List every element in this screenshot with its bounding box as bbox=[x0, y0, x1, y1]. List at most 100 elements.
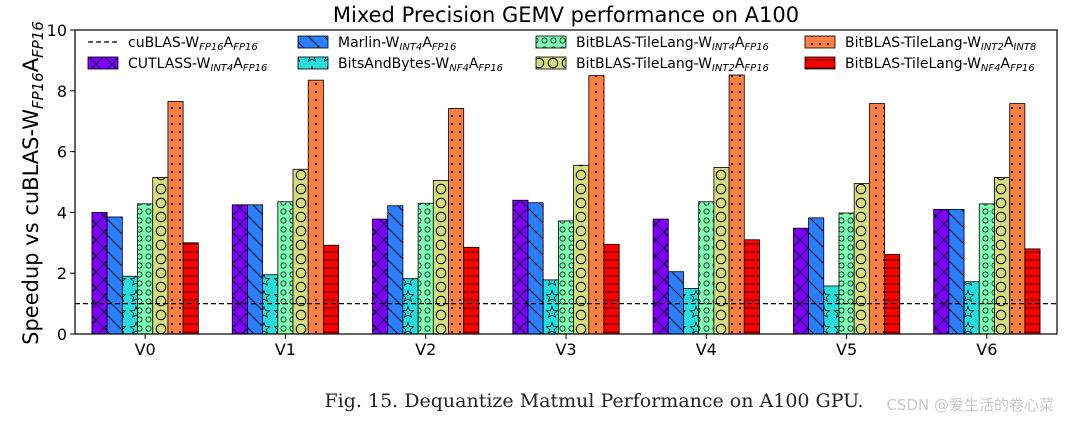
bar-x-v2 bbox=[372, 218, 389, 335]
bar-smallcircle-v4 bbox=[698, 201, 715, 335]
legend-swatch bbox=[87, 56, 119, 70]
legend-label: BitBLAS-TileLang-WINT2AINT8 bbox=[845, 35, 1036, 53]
x-tick-label: V3 bbox=[555, 340, 576, 359]
bar-diag-v0 bbox=[106, 216, 123, 335]
y-axis-label: Speedup vs cuBLAS-WFP16AFP16 bbox=[19, 21, 47, 345]
legend-swatch bbox=[297, 56, 329, 70]
figure-caption-text: Fig. 15. Dequantize Matmul Performance o… bbox=[324, 390, 864, 412]
bar-dot-v4 bbox=[728, 74, 745, 335]
legend-entry: BitBLAS-TileLang-WINT2AFP16 bbox=[535, 56, 769, 74]
bar-group-v2 bbox=[372, 108, 480, 335]
bar-dot-v6 bbox=[1009, 103, 1026, 335]
legend-label: BitBLAS-TileLang-WNF4AFP16 bbox=[845, 56, 1035, 74]
bar-dot-v5 bbox=[868, 103, 885, 335]
bar-group-v3 bbox=[512, 75, 620, 335]
bar-x-v5 bbox=[792, 227, 809, 335]
legend-entry: cuBLAS-WFP16AFP16 bbox=[88, 35, 258, 53]
legend-swatch bbox=[297, 35, 329, 49]
bar-diag-v5 bbox=[808, 217, 825, 335]
bar-group-v1 bbox=[231, 79, 340, 335]
legend-swatch bbox=[804, 35, 836, 49]
bar-group-v6 bbox=[933, 103, 1041, 335]
legend-entry: BitBLAS-TileLang-WINT4AFP16 bbox=[535, 35, 769, 53]
y-tick-label: 2 bbox=[57, 264, 67, 283]
x-tick-label: V5 bbox=[836, 340, 857, 359]
x-tick-label: V2 bbox=[415, 340, 436, 359]
bar-smallcircle-v2 bbox=[417, 202, 434, 335]
bar-bigcircle-v2 bbox=[432, 180, 449, 335]
bar-bigcircle-v0 bbox=[152, 177, 169, 335]
bar-x-v4 bbox=[652, 218, 669, 335]
bar-smallcircle-v6 bbox=[978, 203, 995, 335]
bar-x-v3 bbox=[512, 199, 529, 335]
bar-star-v0 bbox=[121, 275, 138, 335]
bar-star-v4 bbox=[683, 287, 700, 335]
legend-label: Marlin-WINT4AFP16 bbox=[338, 35, 456, 53]
bar-smallcircle-v3 bbox=[558, 220, 575, 335]
bar-hline-v6 bbox=[1024, 248, 1041, 335]
bar-diag-v1 bbox=[247, 204, 264, 335]
bar-smallcircle-v5 bbox=[838, 212, 855, 335]
chart-title: Mixed Precision GEMV performance on A100 bbox=[333, 3, 799, 27]
bar-smallcircle-v0 bbox=[137, 203, 154, 335]
y-tick-label: 6 bbox=[57, 143, 67, 162]
x-tick-label: V0 bbox=[135, 340, 156, 359]
legend-label: BitBLAS-TileLang-WINT2AFP16 bbox=[576, 56, 769, 74]
watermark: CSDN @爱生活的卷心菜 bbox=[886, 396, 1054, 414]
bars-layer bbox=[75, 74, 1057, 335]
legend-entry: BitsAndBytes-WNF4AFP16 bbox=[297, 56, 503, 74]
x-tick-label: V1 bbox=[275, 340, 296, 359]
bar-bigcircle-v5 bbox=[853, 183, 870, 335]
bar-group-v5 bbox=[792, 103, 901, 335]
bar-hline-v3 bbox=[603, 243, 620, 335]
bar-x-v0 bbox=[91, 211, 108, 335]
figure-caption: Fig. 15. Dequantize Matmul Performance o… bbox=[0, 390, 1068, 412]
bar-bigcircle-v3 bbox=[573, 164, 590, 335]
legend-entry: BitBLAS-TileLang-WINT2AINT8 bbox=[804, 35, 1036, 53]
bar-group-v4 bbox=[652, 74, 760, 335]
bar-x-v6 bbox=[933, 208, 950, 335]
bar-hline-v0 bbox=[182, 242, 199, 335]
bar-dot-v0 bbox=[167, 101, 184, 335]
bar-hline-v4 bbox=[743, 239, 760, 335]
legend-label: BitBLAS-TileLang-WINT4AFP16 bbox=[576, 35, 769, 53]
bar-hline-v1 bbox=[323, 244, 340, 335]
legend-label: cuBLAS-WFP16AFP16 bbox=[128, 35, 258, 53]
bar-star-v1 bbox=[262, 274, 279, 335]
legend-entry: CUTLASS-WINT4AFP16 bbox=[87, 56, 267, 74]
legend-label: BitsAndBytes-WNF4AFP16 bbox=[338, 56, 503, 74]
chart: Mixed Precision GEMV performance on A100… bbox=[19, 3, 1058, 359]
bar-smallcircle-v1 bbox=[277, 201, 294, 335]
legend-swatch bbox=[535, 35, 567, 49]
y-tick-label: 4 bbox=[57, 203, 67, 222]
bar-diag-v2 bbox=[387, 205, 404, 335]
bar-hline-v2 bbox=[463, 246, 480, 335]
bar-hline-v5 bbox=[884, 253, 901, 335]
bar-star-v3 bbox=[542, 279, 559, 335]
bar-dot-v2 bbox=[448, 108, 465, 335]
bar-star-v6 bbox=[963, 281, 980, 335]
bar-diag-v4 bbox=[667, 271, 684, 335]
legend-swatch bbox=[535, 56, 567, 70]
bar-bigcircle-v1 bbox=[292, 168, 309, 335]
bar-diag-v6 bbox=[948, 208, 965, 335]
y-tick-label: 8 bbox=[57, 82, 67, 101]
bar-dot-v1 bbox=[307, 79, 324, 335]
legend-swatch bbox=[804, 56, 836, 70]
bar-star-v2 bbox=[402, 278, 419, 335]
bar-bigcircle-v4 bbox=[713, 167, 730, 335]
bar-dot-v3 bbox=[588, 75, 605, 335]
legend-entry: BitBLAS-TileLang-WNF4AFP16 bbox=[804, 56, 1035, 74]
bar-bigcircle-v6 bbox=[994, 177, 1011, 335]
y-tick-label: 10 bbox=[47, 21, 67, 40]
y-tick-label: 0 bbox=[57, 325, 67, 344]
bar-group-v0 bbox=[91, 101, 199, 335]
legend: cuBLAS-WFP16AFP16 CUTLASS-WINT4AFP16 Marli… bbox=[87, 35, 1036, 74]
legend-entry: Marlin-WINT4AFP16 bbox=[297, 35, 456, 53]
bar-x-v1 bbox=[231, 204, 248, 335]
bar-diag-v3 bbox=[527, 202, 544, 335]
legend-label: CUTLASS-WINT4AFP16 bbox=[128, 56, 267, 74]
x-tick-label: V6 bbox=[976, 340, 997, 359]
bar-star-v5 bbox=[823, 285, 840, 335]
x-tick-label: V4 bbox=[696, 340, 717, 359]
